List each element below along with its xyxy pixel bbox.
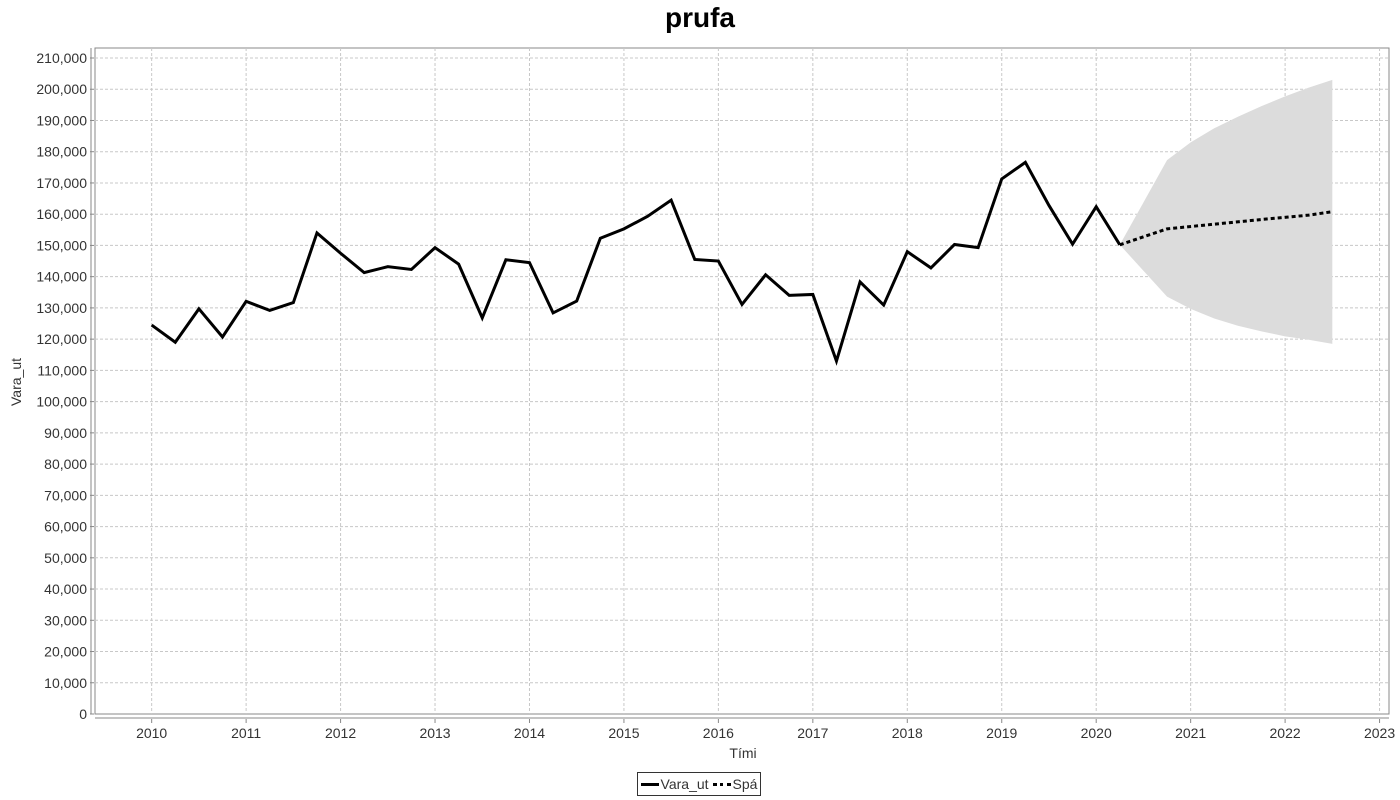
y-tick-label: 180,000 bbox=[36, 144, 87, 160]
x-tick-label: 2010 bbox=[136, 725, 167, 741]
x-tick-label: 2018 bbox=[892, 725, 923, 741]
y-axis-label: Vara_ut bbox=[8, 358, 24, 406]
y-tick-label: 80,000 bbox=[44, 456, 87, 472]
y-tick-label: 90,000 bbox=[44, 425, 87, 441]
y-tick-label: 200,000 bbox=[36, 81, 87, 97]
y-tick-label: 100,000 bbox=[36, 394, 87, 410]
y-axis: 0 10,000 20,000 30,000 40,000 50,000 60,000 70,… bbox=[36, 48, 94, 722]
y-tick-label: 40,000 bbox=[44, 581, 87, 597]
y-tick-label: 0 bbox=[79, 706, 87, 722]
y-tick-label: 140,000 bbox=[36, 269, 87, 285]
legend-item-spa: Spá bbox=[712, 776, 758, 792]
chart-title: prufa bbox=[665, 2, 735, 33]
legend-item-vara-ut: Vara_ut bbox=[640, 776, 709, 792]
x-tick-label: 2016 bbox=[703, 725, 734, 741]
y-tick-label: 70,000 bbox=[44, 487, 87, 503]
y-tick-label: 210,000 bbox=[36, 50, 87, 66]
legend-label-spa: Spá bbox=[732, 776, 758, 792]
y-tick-label: 130,000 bbox=[36, 300, 87, 316]
series-line-forecast bbox=[1119, 210, 1333, 247]
y-tick-label: 120,000 bbox=[36, 331, 87, 347]
y-tick-label: 170,000 bbox=[36, 175, 87, 191]
x-tick-label: 2022 bbox=[1270, 725, 1301, 741]
legend-swatch-dotted bbox=[712, 782, 731, 786]
x-tick-label: 2020 bbox=[1081, 725, 1112, 741]
y-tick-label: 10,000 bbox=[44, 675, 87, 691]
legend-label-vara-ut: Vara_ut bbox=[660, 776, 709, 792]
x-tick-label: 2012 bbox=[325, 725, 356, 741]
x-tick-label: 2011 bbox=[231, 725, 261, 741]
x-tick-label: 2021 bbox=[1175, 725, 1206, 741]
y-tick-label: 50,000 bbox=[44, 550, 87, 566]
x-tick-label: 2015 bbox=[608, 725, 639, 741]
forecast-confidence-band bbox=[1119, 79, 1333, 344]
series-layer bbox=[150, 160, 1333, 366]
x-tick-label: 2019 bbox=[986, 725, 1017, 741]
y-tick-label: 190,000 bbox=[36, 112, 87, 128]
y-tick-label: 110,000 bbox=[37, 362, 87, 378]
y-tick-label: 60,000 bbox=[44, 519, 87, 535]
confidence-band-layer bbox=[1119, 79, 1333, 344]
x-tick-label: 2023 bbox=[1364, 725, 1395, 741]
y-tick-label: 30,000 bbox=[44, 612, 87, 628]
legend-swatch-solid bbox=[640, 782, 659, 786]
legend: Vara_ut Spá bbox=[637, 772, 761, 796]
x-tick-label: 2013 bbox=[419, 725, 450, 741]
x-axis: 2010 2011 2012 2013 2014 2015 2016 2017 2018 2019… bbox=[95, 717, 1395, 741]
x-tick-label: 2017 bbox=[797, 725, 828, 741]
grid-lines bbox=[95, 48, 1389, 714]
y-tick-label: 150,000 bbox=[36, 237, 87, 253]
y-tick-label: 160,000 bbox=[36, 206, 87, 222]
x-tick-label: 2014 bbox=[514, 725, 545, 741]
y-tick-label: 20,000 bbox=[44, 644, 87, 660]
series-line-actual bbox=[150, 160, 1122, 366]
x-axis-label: Tími bbox=[729, 745, 757, 761]
